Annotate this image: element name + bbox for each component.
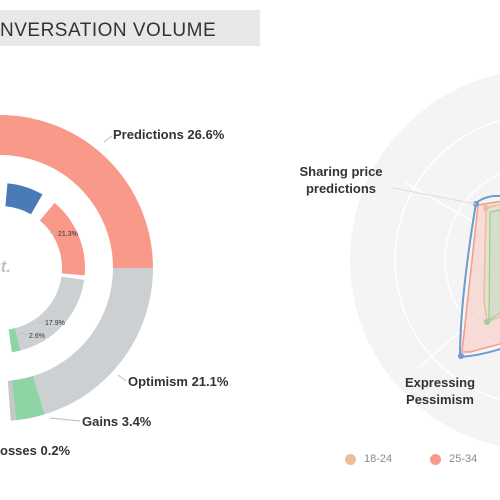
legend-label-18-24: 18-24: [364, 453, 393, 465]
legend-label-25-34: 25-34: [449, 453, 478, 465]
radar-spoke-1: [403, 181, 500, 238]
label-gains: Gains 3.4%: [82, 414, 152, 429]
legend-item-18-24[interactable]: 18-24: [345, 453, 392, 465]
outer-arc-gains: [11, 376, 45, 421]
radar-axis-pessimism: Expressing Pessimism: [405, 375, 475, 407]
radar-legend: 18-24 25-34: [345, 453, 477, 465]
inner-arc-blue: [5, 183, 43, 215]
leader-optimism: [117, 374, 127, 382]
inner-arc-predictions: [39, 202, 86, 276]
label-inner-2: 2.6%: [29, 333, 45, 340]
label-inner-21: 21.3%: [58, 231, 78, 238]
legend-item-25-34[interactable]: 25-34: [430, 453, 477, 465]
label-optimism: Optimism 21.1%: [128, 374, 229, 389]
chart-title: NVERSATION VOLUME: [0, 20, 217, 41]
legend-dot-18-24: [345, 453, 356, 465]
radar-point-blue-bottom: [458, 353, 464, 359]
title-bar: [0, 10, 260, 46]
outer-arc-optimism: [33, 268, 154, 415]
label-losses: osses 0.2%: [0, 443, 71, 458]
leader-gains: [49, 417, 81, 422]
radar-point-green: [484, 319, 490, 325]
leader-inner-2: [19, 332, 29, 336]
label-inner-17: 17.9%: [45, 320, 65, 327]
radar-bg-disc: [350, 74, 500, 446]
radar-axis-sharing: Sharing price predictions: [299, 164, 382, 196]
legend-dot-25-34: [430, 453, 442, 465]
outer-arc-losses: [7, 380, 16, 421]
radar-grid-ring-2: [444, 173, 500, 347]
outer-arc-predictions: [0, 115, 153, 268]
label-predictions: Predictions 26.6%: [113, 127, 225, 142]
donut-center-label: Oct.: [0, 257, 11, 276]
radar-grid-ring-1: [394, 119, 500, 401]
inner-arc-gains: [8, 328, 21, 353]
leader-predictions: [103, 135, 113, 143]
radar-point-tan-top: [483, 205, 489, 211]
radar-series-outline: [458, 194, 500, 359]
radar-chart: Sharing price predictions Expressing Pessi…: [299, 74, 500, 446]
inner-arc-optimism: [14, 276, 85, 351]
radar-axis-leader: [392, 187, 477, 205]
donut-chart: Oct. Predictions 26.6% Optimism 21.1% Ga…: [0, 115, 229, 458]
radar-series-35-plus: [488, 209, 500, 322]
